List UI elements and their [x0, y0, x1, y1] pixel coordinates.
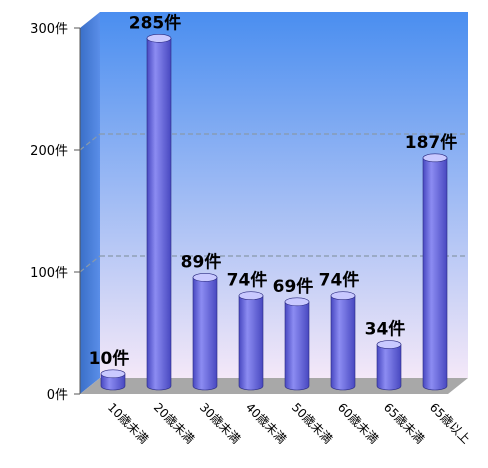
bar — [100, 369, 126, 391]
bar-body — [376, 344, 402, 391]
bar-body — [284, 301, 310, 391]
data-label: 89件 — [181, 251, 222, 272]
bar-top — [422, 153, 448, 163]
x-axis: 10歳未満 20歳未満 30歳未満 40歳未満 50歳未満 60歳未満 65歳未満 65歳以上 — [105, 400, 473, 446]
bar — [376, 340, 402, 391]
chart-background — [80, 12, 468, 394]
data-label: 187件 — [405, 132, 458, 153]
data-label: 10件 — [89, 348, 130, 369]
bar-top — [376, 340, 402, 349]
data-label: 74件 — [227, 270, 268, 291]
x-tick-label: 65歳未満 — [381, 400, 427, 446]
data-label: 285件 — [129, 12, 182, 33]
bar — [238, 291, 264, 391]
gridline — [79, 133, 101, 151]
bar — [330, 291, 356, 391]
bar-body — [100, 373, 126, 391]
x-tick-label: 20歳未満 — [151, 400, 197, 446]
bar — [422, 153, 448, 391]
bar — [192, 273, 218, 391]
bar-body — [330, 295, 356, 391]
bar-top — [238, 291, 264, 301]
floor — [80, 378, 468, 394]
bars — [100, 33, 448, 391]
x-tick-label: 50歳未満 — [289, 400, 335, 446]
x-tick-label: 65歳以上 — [427, 400, 473, 446]
y-tick-label: 0件 — [47, 388, 68, 403]
gridlines — [79, 133, 468, 273]
y-tick-label: 200件 — [30, 144, 68, 159]
y-tick-label: 100件 — [30, 266, 68, 281]
x-tick-label: 40歳未満 — [243, 400, 289, 446]
bar-body — [422, 157, 448, 391]
data-label: 34件 — [365, 319, 406, 340]
x-tick-label: 60歳未満 — [335, 400, 381, 446]
bar-top — [192, 273, 218, 282]
bar-top — [330, 291, 356, 301]
bar-top — [146, 33, 172, 43]
bar-top — [100, 369, 126, 379]
bar-body — [192, 277, 218, 391]
gridline — [79, 255, 101, 273]
y-axis: 0件 100件 200件 300件 — [30, 22, 81, 403]
data-label: 69件 — [273, 276, 314, 297]
bar-body — [238, 295, 264, 391]
bar-top — [284, 297, 310, 307]
bar — [284, 297, 310, 391]
x-tick-label: 30歳未満 — [197, 400, 243, 446]
side-wall — [80, 12, 100, 394]
bar — [146, 33, 172, 391]
y-tick-label: 300件 — [30, 22, 68, 37]
x-tick-label: 10歳未満 — [105, 400, 151, 446]
bar-body — [146, 38, 172, 391]
data-label: 74件 — [319, 270, 360, 291]
